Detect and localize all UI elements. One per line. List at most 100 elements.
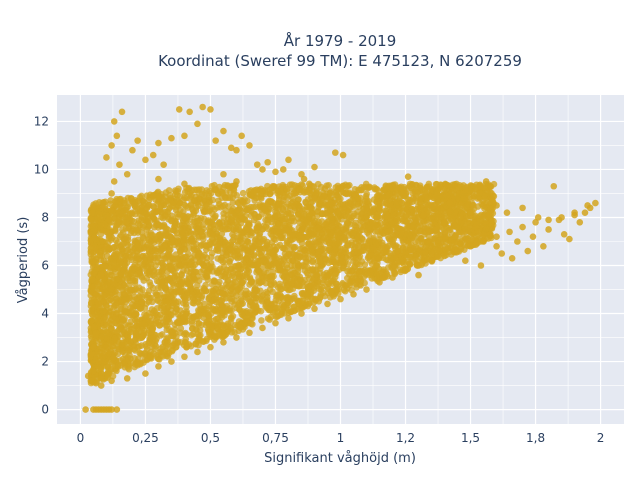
scatter-point [91, 267, 99, 275]
scatter-point [344, 254, 351, 262]
scatter-point [334, 251, 342, 258]
scatter-point [149, 210, 156, 217]
scatter-point [269, 247, 277, 255]
scatter-point [242, 291, 250, 298]
scatter-point [158, 331, 166, 338]
scatter-point [388, 220, 395, 227]
data-points [82, 103, 599, 413]
scatter-point [88, 214, 95, 222]
scatter-point [480, 212, 488, 219]
scatter-point [176, 256, 184, 263]
scatter-point [146, 337, 153, 345]
scatter-point [195, 291, 203, 299]
scatter-point [97, 230, 105, 238]
scatter-point [249, 229, 256, 237]
scatter-point [264, 299, 271, 306]
scatter-point [351, 185, 359, 193]
scatter-point [153, 304, 161, 312]
scatter-point [148, 326, 156, 333]
scatter-point [215, 197, 222, 205]
scatter-point [128, 301, 136, 308]
scatter-point [117, 283, 125, 291]
scatter-point [195, 320, 203, 327]
scatter-point [315, 218, 322, 226]
scatter-point [361, 261, 369, 268]
scatter-point [286, 278, 294, 286]
scatter-point [309, 266, 316, 273]
scatter-point [116, 198, 124, 206]
scatter-point [436, 231, 443, 239]
scatter-point [131, 293, 138, 301]
scatter-point [279, 234, 287, 242]
scatter-point [231, 278, 239, 286]
scatter-point [488, 189, 495, 197]
scatter-point [121, 296, 128, 303]
scatter-point [391, 181, 399, 188]
scatter-point [105, 350, 113, 357]
scatter-point [327, 207, 334, 215]
scatter-point [88, 276, 96, 283]
scatter-point [391, 193, 399, 201]
scatter-point [327, 189, 334, 197]
scatter-point [108, 286, 115, 293]
scatter-point [159, 264, 166, 271]
scatter-point [216, 267, 223, 274]
scatter-point [320, 192, 328, 200]
scatter-point [129, 222, 137, 230]
scatter-point [189, 291, 196, 298]
scatter-point [216, 183, 223, 191]
scatter-point [263, 238, 271, 246]
scatter-point [111, 198, 119, 205]
scatter-point [314, 280, 321, 287]
scatter-point [257, 245, 264, 253]
scatter-point [485, 210, 493, 218]
scatter-point [220, 307, 227, 314]
scatter-point [391, 242, 398, 250]
scatter-point [146, 259, 153, 267]
scatter-point [339, 264, 346, 272]
scatter-point [205, 219, 212, 227]
scatter-point [131, 336, 139, 343]
scatter-point [106, 339, 114, 347]
scatter-point [190, 274, 197, 282]
scatter-point [116, 233, 124, 241]
scatter-point [162, 230, 169, 238]
scatter-point [124, 236, 132, 244]
scatter-point [100, 292, 108, 300]
scatter-point [274, 243, 281, 250]
scatter-point [196, 327, 204, 334]
scatter-point [253, 186, 261, 193]
scatter-point [355, 203, 363, 210]
scatter-point [103, 298, 110, 306]
scatter-point [99, 286, 107, 293]
scatter-point [380, 223, 388, 231]
scatter-point [200, 235, 207, 243]
scatter-point [121, 333, 128, 340]
scatter-point [287, 210, 295, 218]
scatter-point [161, 208, 169, 216]
scatter-point [202, 281, 209, 289]
scatter-point [118, 276, 126, 284]
scatter-point [112, 365, 120, 372]
scatter-point [488, 195, 496, 203]
scatter-point [183, 310, 190, 317]
scatter-point [138, 342, 145, 349]
scatter-point [333, 220, 340, 228]
scatter-point [190, 330, 197, 338]
scatter-point [145, 221, 153, 229]
scatter-point [155, 322, 163, 329]
scatter-point [280, 303, 287, 311]
scatter-point [97, 215, 105, 223]
scatter-point [284, 297, 292, 305]
scatter-point [309, 295, 316, 303]
scatter-point [169, 236, 177, 243]
scatter-point [124, 253, 132, 261]
scatter-point [154, 297, 161, 304]
scatter-point [197, 305, 204, 313]
scatter-point [147, 320, 154, 327]
scatter-point [221, 242, 229, 249]
scatter-point [235, 264, 242, 271]
scatter-point [98, 339, 106, 347]
scatter-point [157, 291, 164, 298]
